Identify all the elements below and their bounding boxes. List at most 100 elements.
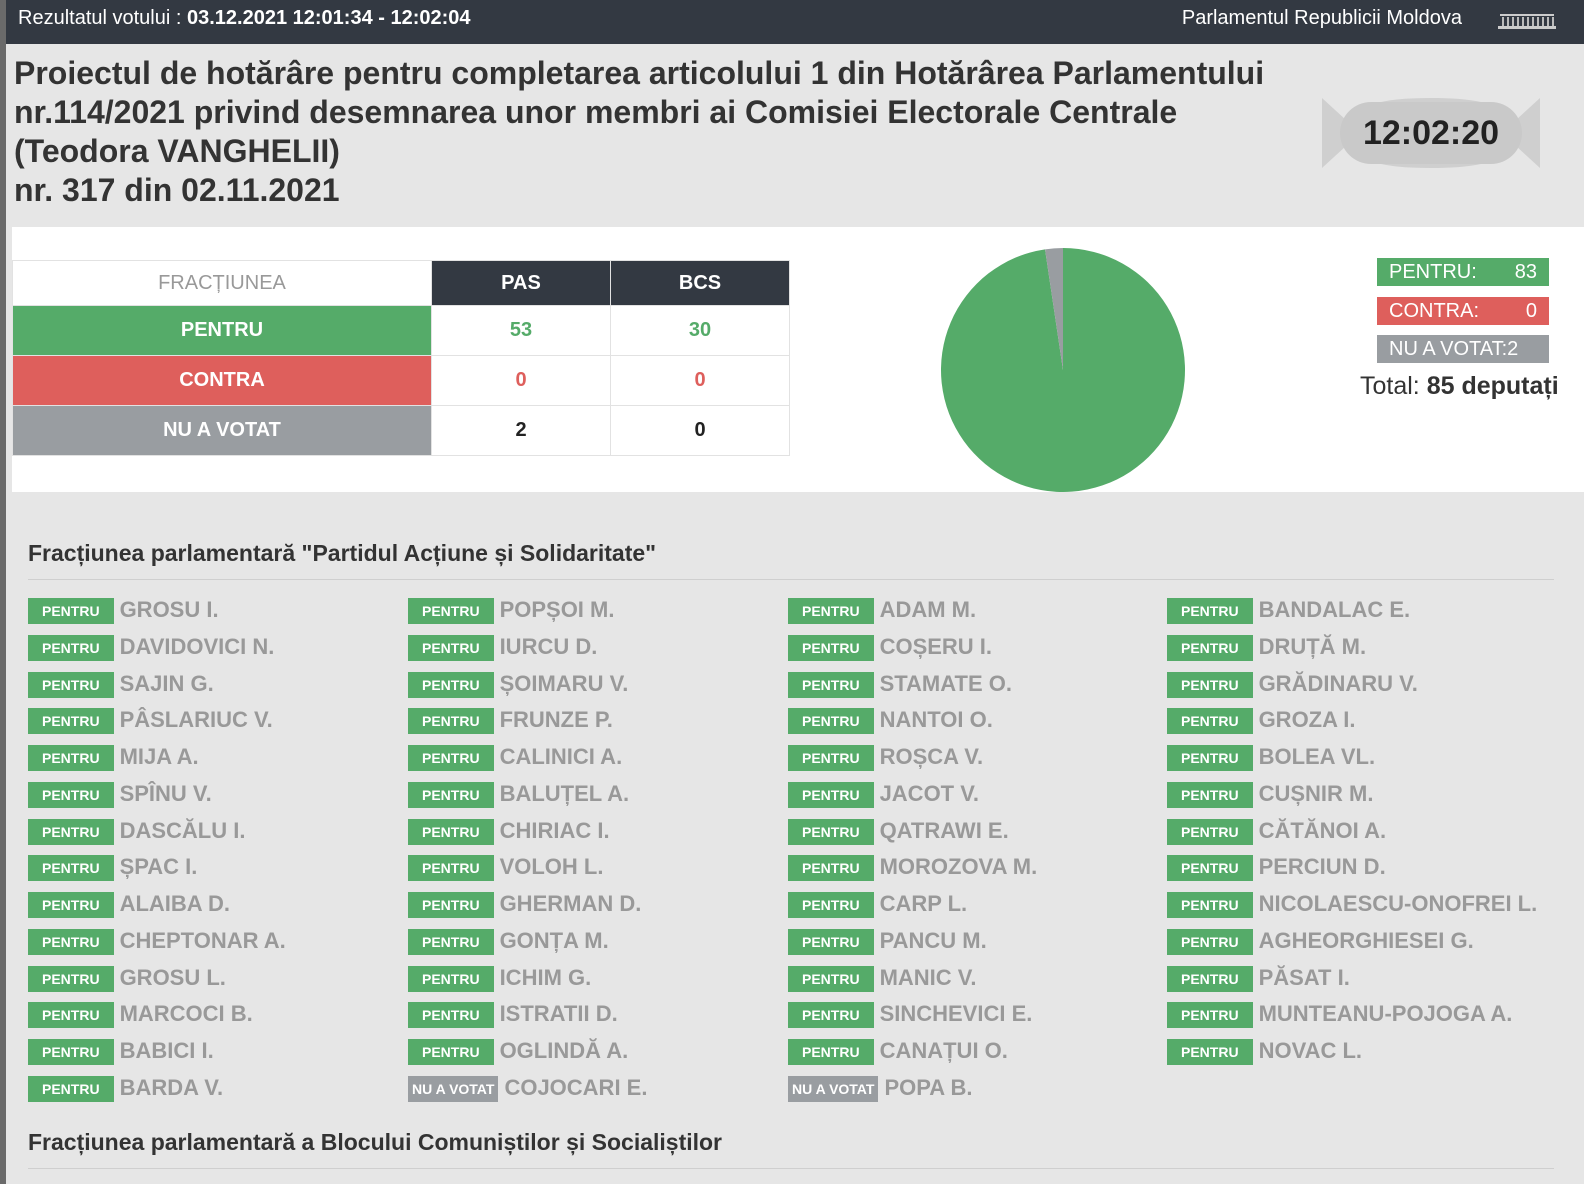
vote-badge: PENTRU [408,708,494,734]
deputy-name: GROSU I. [119,597,219,622]
deputy-item: PENTRU OGLINDĂ A. [408,1037,628,1067]
vote-pie-chart [941,248,1185,492]
vote-badge: PENTRU [408,819,494,845]
deputy-name: BALUȚEL A. [499,781,630,806]
vote-badge: PENTRU [1167,598,1253,624]
deputy-item: PENTRU DAVIDOVICI N. [28,633,274,663]
vote-badge: PENTRU [788,635,874,661]
deputy-name: PÂSLARIUC V. [119,707,273,732]
deputies-grid: PENTRU GROSU I. PENTRU DAVIDOVICI N. PENTRU S… [28,596,1568,1106]
deputy-item: PENTRU GHERMAN D. [408,890,641,920]
deputy-name: CHIRIAC I. [499,818,610,843]
vote-badge: PENTRU [408,892,494,918]
table-cell: 2 [431,405,611,456]
left-border [0,0,6,1184]
deputy-name: ALAIBA D. [119,891,230,916]
deputy-name: IURCU D. [499,634,598,659]
pie-slice-nu-a-votat [1045,248,1063,370]
deputy-name: AGHEORGHIESEI G. [1258,928,1474,953]
deputy-name: SPÎNU V. [119,781,212,806]
deputy-name: ADAM M. [879,597,977,622]
title-line: Proiectul de hotărâre pentru completarea… [14,55,1265,91]
parliament-name: Parlamentul Republicii Moldova [1181,7,1462,29]
deputy-item: PENTRU ROȘCA V. [788,743,983,773]
legend-contra: CONTRA: 0 [1377,297,1549,325]
legend-pentru-label: PENTRU: [1389,261,1477,283]
vote-badge: NU A VOTAT [788,1076,879,1102]
vote-badge: PENTRU [28,1039,114,1065]
deputy-name: POPȘOI M. [499,597,615,622]
vote-badge: PENTRU [788,892,874,918]
legend-total-value: 85 deputați [1426,372,1559,400]
deputy-name: MIJA A. [119,744,199,769]
vote-badge: PENTRU [408,745,494,771]
vote-badge: PENTRU [788,855,874,881]
parliament-building-icon [1498,14,1556,29]
deputy-name: GRĂDINARU V. [1258,671,1418,696]
deputy-name: COȘERU I. [879,634,993,659]
legend-contra-value: 0 [1525,300,1537,322]
deputy-item: PENTRU ISTRATII D. [408,1000,618,1030]
vote-badge: PENTRU [1167,855,1253,881]
deputy-item: PENTRU GONȚA M. [408,927,609,957]
deputy-name: COJOCARI E. [504,1075,648,1100]
deputy-item: PENTRU CUȘNIR M. [1167,780,1373,810]
deputy-name: JACOT V. [879,781,980,806]
deputy-name: SAJIN G. [119,671,214,696]
legend-contra-label: CONTRA: [1389,300,1479,322]
deputy-name: MOROZOVA M. [879,854,1038,879]
deputy-item: PENTRU BALUȚEL A. [408,780,629,810]
deputy-item: PENTRU POPȘOI M. [408,596,614,626]
deputy-name: GONȚA M. [499,928,609,953]
legend-nu-a-votat: NU A VOTAT:2 [1377,335,1549,363]
vote-time: Rezultatul votului : 03.12.2021 12:01:34… [18,7,471,30]
deputy-item: PENTRU BANDALAC E. [1167,596,1410,626]
title-line: nr.114/2021 privind desemnarea unor memb… [14,94,1178,130]
vote-badge: PENTRU [1167,819,1253,845]
deputy-item: PENTRU NOVAC L. [1167,1037,1362,1067]
table-cell: 53 [431,305,611,356]
deputy-item: PENTRU SPÎNU V. [28,780,212,810]
deputy-name: QATRAWI E. [879,818,1009,843]
deputy-name: DAVIDOVICI N. [119,634,275,659]
deputy-item: PENTRU STAMATE O. [788,670,1012,700]
deputy-item: PENTRU CALINICI A. [408,743,622,773]
vote-badge: PENTRU [788,1002,874,1028]
deputy-name: PĂSAT I. [1258,965,1350,990]
deputy-item: PENTRU CĂTĂNOI A. [1167,817,1386,847]
deputy-item: PENTRU SINCHEVICI E. [788,1000,1032,1030]
vote-badge: PENTRU [408,1002,494,1028]
vote-badge: PENTRU [28,1076,114,1102]
deputy-name: NANTOI O. [879,707,993,732]
deputy-item: PENTRU CHIRIAC I. [408,817,610,847]
vote-badge: PENTRU [1167,966,1253,992]
vote-badge: PENTRU [28,1002,114,1028]
deputy-item: PENTRU CHEPTONAR A. [28,927,286,957]
vote-badge: PENTRU [408,672,494,698]
clock-shape [1322,98,1540,168]
deputy-name: DRUȚĂ M. [1258,634,1367,659]
deputy-item: PENTRU ICHIM G. [408,964,591,994]
vote-badge: PENTRU [1167,782,1253,808]
deputy-item: PENTRU DRUȚĂ M. [1167,633,1366,663]
deputy-name: BABICI I. [119,1038,214,1063]
vote-badge: PENTRU [788,745,874,771]
deputy-item: PENTRU NICOLAESCU-ONOFREI L. [1167,890,1537,920]
deputy-item: PENTRU MOROZOVA M. [788,853,1037,883]
vote-badge: PENTRU [408,782,494,808]
vote-badge: PENTRU [28,745,114,771]
vote-badge: PENTRU [1167,1002,1253,1028]
deputy-name: CARP L. [879,891,968,916]
deputy-item: PENTRU MIJA A. [28,743,199,773]
table-cell: 0 [610,355,790,406]
deputy-name: DASCĂLU I. [119,818,246,843]
deputy-item: PENTRU GROZA I. [1167,706,1356,736]
deputy-name: VOLOH L. [499,854,604,879]
vote-badge: PENTRU [788,819,874,845]
deputy-name: ROȘCA V. [879,744,984,769]
deputy-item: PENTRU ADAM M. [788,596,976,626]
vote-badge: PENTRU [788,966,874,992]
deputy-name: NOVAC L. [1258,1038,1363,1063]
vote-badge: PENTRU [1167,1039,1253,1065]
vote-badge: PENTRU [28,782,114,808]
